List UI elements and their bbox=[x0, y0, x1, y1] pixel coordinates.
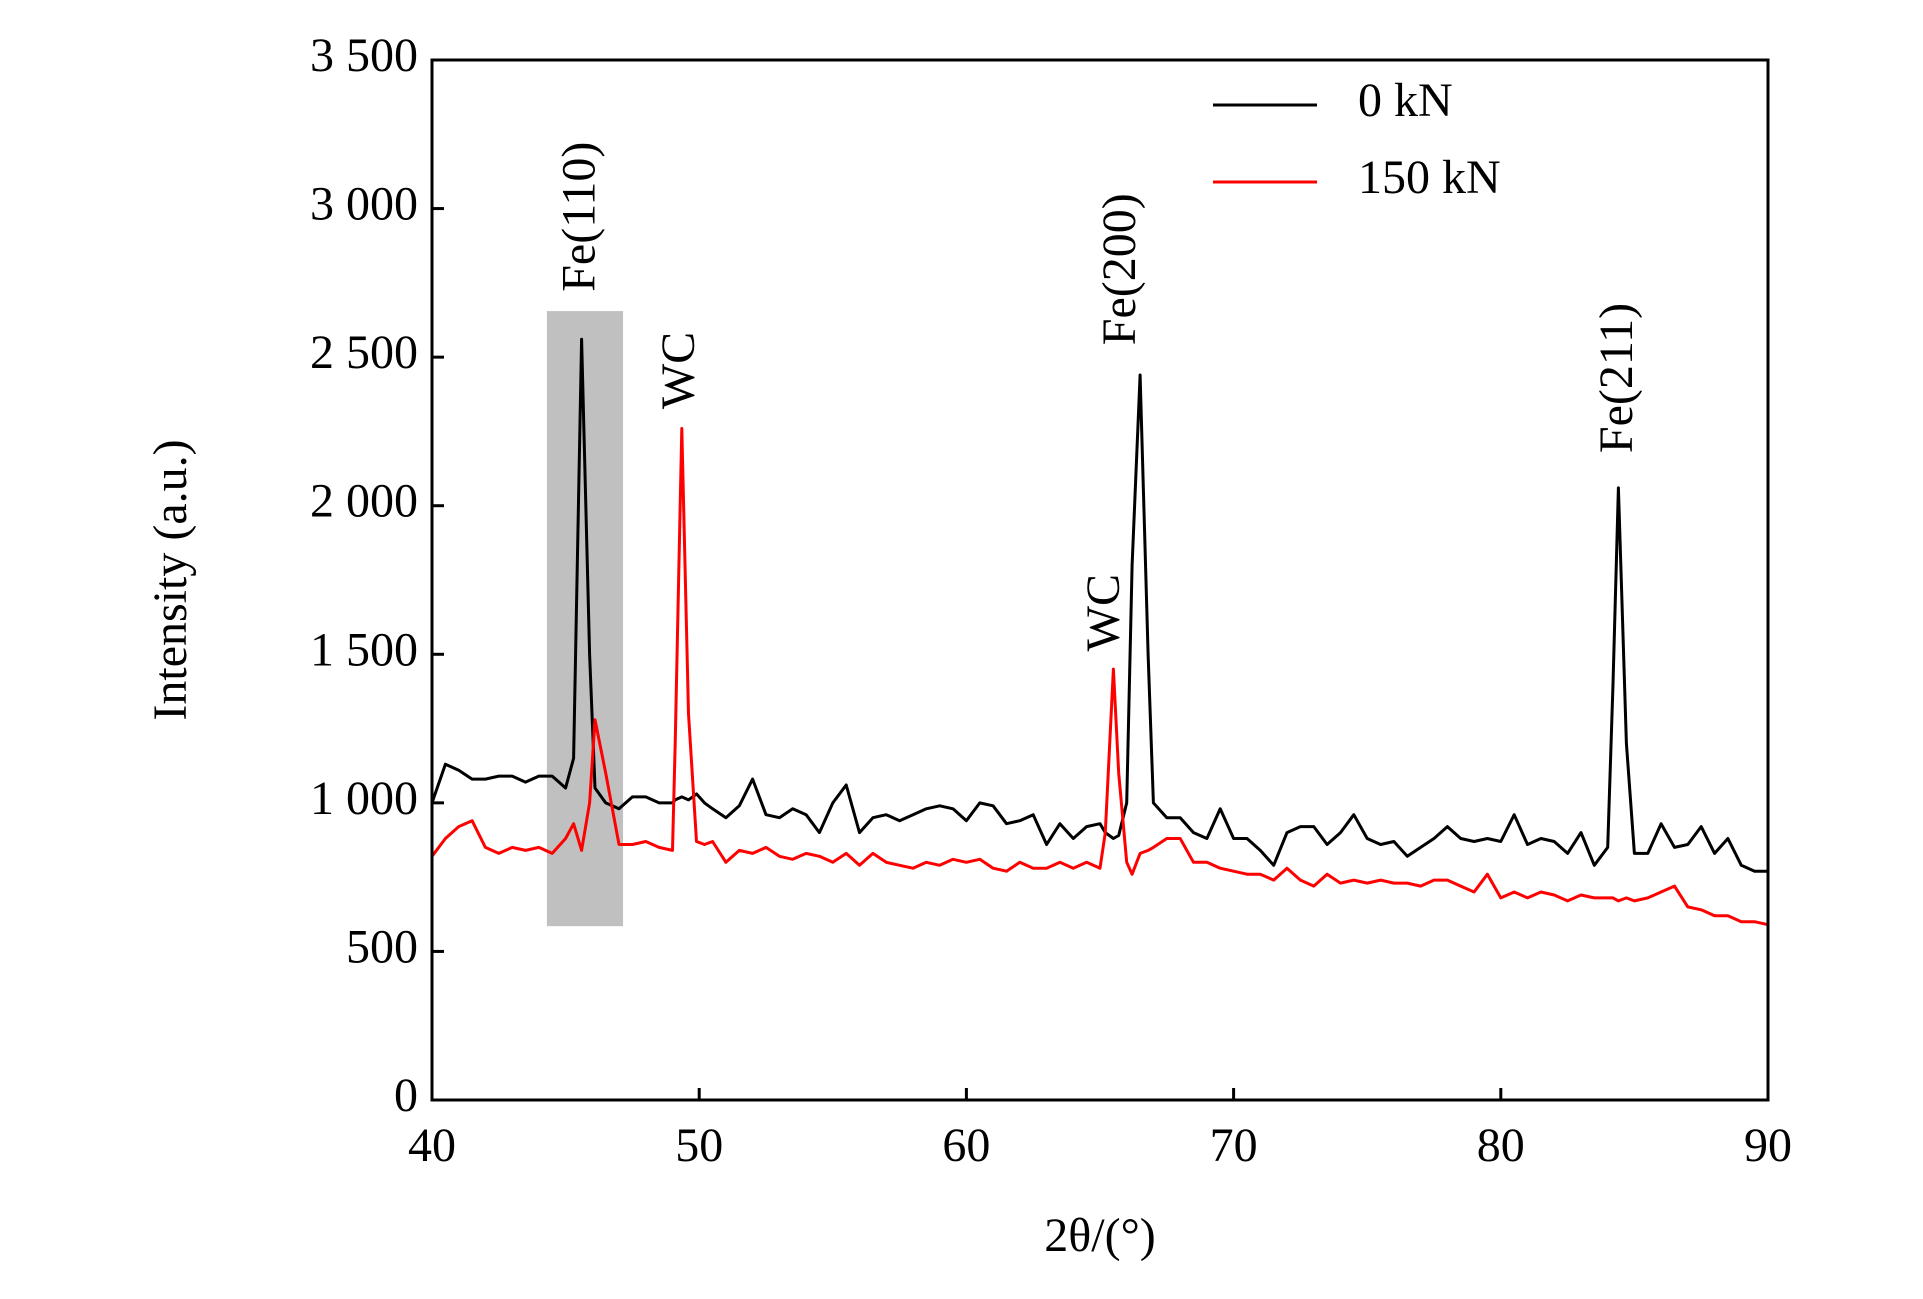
y-tick-label: 3 500 bbox=[310, 29, 418, 82]
y-tick-label: 2 000 bbox=[310, 475, 418, 528]
peak-label: WC bbox=[652, 332, 705, 409]
peak-label: Fe(200) bbox=[1093, 193, 1146, 345]
y-tick-label: 1 500 bbox=[310, 623, 418, 676]
x-tick-label: 60 bbox=[942, 1119, 990, 1172]
x-tick-label: 40 bbox=[408, 1119, 456, 1172]
x-tick-label: 80 bbox=[1477, 1119, 1525, 1172]
y-axis-label: Intensity (a.u.) bbox=[144, 439, 197, 720]
y-tick-label: 0 bbox=[394, 1069, 418, 1122]
y-tick-label: 1 000 bbox=[310, 772, 418, 825]
data-line bbox=[430, 427, 1769, 927]
peak-label: WC bbox=[1077, 574, 1130, 651]
plot-frame bbox=[430, 58, 1770, 1102]
legend-label: 150 kN bbox=[1358, 151, 1501, 204]
x-tick-label: 50 bbox=[675, 1119, 723, 1172]
y-tick-label: 2 500 bbox=[310, 326, 418, 379]
x-tick-label: 90 bbox=[1744, 1119, 1792, 1172]
data-line bbox=[430, 337, 1768, 873]
x-tick-label: 70 bbox=[1210, 1119, 1258, 1172]
y-tick-label: 500 bbox=[346, 920, 418, 973]
y-tick-label: 3 000 bbox=[310, 178, 418, 231]
peak-label: Fe(211) bbox=[1590, 303, 1643, 453]
x-axis-label: 2θ/(°) bbox=[1044, 1209, 1156, 1262]
legend-label: 0 kN bbox=[1358, 74, 1453, 127]
peak-label: Fe(110) bbox=[552, 142, 605, 292]
